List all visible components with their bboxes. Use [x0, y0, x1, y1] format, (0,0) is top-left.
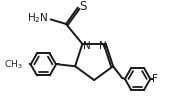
- Text: F: F: [152, 74, 158, 84]
- Text: CH$_3$: CH$_3$: [4, 58, 22, 71]
- Text: N: N: [83, 41, 90, 51]
- Text: H$_2$N: H$_2$N: [27, 12, 49, 25]
- Text: N: N: [99, 41, 106, 51]
- Text: S: S: [80, 0, 87, 13]
